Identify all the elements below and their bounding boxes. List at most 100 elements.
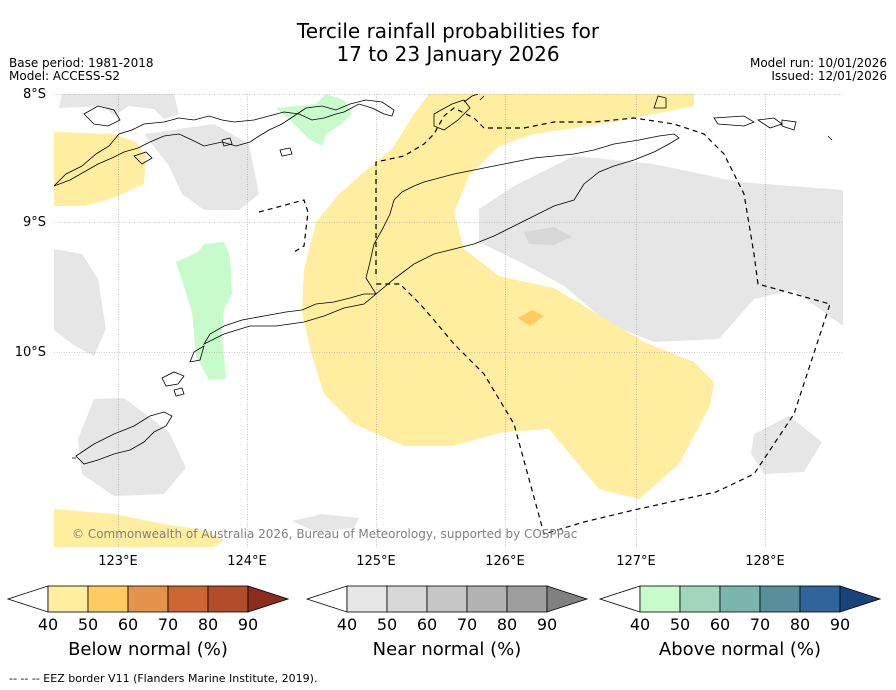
below-normal-60-patch	[518, 310, 544, 326]
legend-tick-label: 60	[416, 615, 438, 634]
legend-swatch	[719, 585, 761, 613]
lat-label-9s: 9°S	[22, 215, 46, 230]
legend-tick-label: 80	[789, 615, 811, 634]
lat-label-10s: 10°S	[14, 345, 46, 360]
legend-swatch	[87, 585, 129, 613]
legend-above-ticks: 40 50 60 70 80 90	[600, 614, 880, 634]
legend-below-normal: 40 50 60 70 80 90	[6, 585, 290, 634]
eez-border-line-2	[375, 107, 831, 535]
page-title: Tercile rainfall probabilities for 17 to…	[0, 20, 896, 66]
eez-footnote: -- -- -- EEZ border V11 (Flanders Marine…	[9, 672, 318, 685]
legend-swatch	[47, 585, 89, 613]
lat-label-8s: 8°S	[22, 87, 46, 102]
coastline-islet-4	[279, 147, 293, 157]
model-run: Model run: 10/01/2026	[749, 56, 887, 70]
legend-below-ticks: 40 50 60 70 80 90	[8, 614, 288, 634]
coastline-rote-semau	[189, 293, 378, 363]
coastline-timor	[365, 133, 680, 295]
legend-above-normal: 40 50 60 70 80 90	[598, 585, 882, 634]
legend-swatch	[167, 585, 209, 613]
coastline-islet-3	[221, 137, 233, 147]
legend-swatch	[759, 585, 801, 613]
legend-swatch	[679, 585, 721, 613]
lon-label-123e: 123°E	[98, 554, 138, 569]
coastline-flores-alor	[54, 99, 395, 187]
legend-extend-low	[305, 585, 348, 613]
legend-swatch	[639, 585, 681, 613]
eez-border-line-1	[258, 199, 309, 253]
meta-right: Model run: 10/01/2026 Issued: 12/01/2026	[750, 57, 887, 83]
near-normal-region-north	[144, 124, 259, 210]
near-normal-region-southwest	[78, 398, 186, 496]
lon-label-126e: 126°E	[485, 554, 525, 569]
lon-label-127e: 127°E	[616, 554, 656, 569]
map-copyright: © Commonwealth of Australia 2026, Bureau…	[72, 527, 577, 541]
coastline-islet-1	[83, 105, 121, 127]
above-normal-region-west	[176, 242, 232, 380]
legend-tick-label: 60	[709, 615, 731, 634]
legend-swatch	[466, 585, 508, 613]
legend-tick-label: 40	[37, 615, 59, 634]
legend-tick-label: 90	[829, 615, 851, 634]
near-normal-regions	[54, 94, 843, 532]
near-normal-region-west	[54, 249, 106, 356]
issued-date: Issued: 12/01/2026	[771, 69, 887, 83]
legend-tick-label: 50	[669, 615, 691, 634]
coastline-wetar	[433, 99, 471, 131]
legend-tick-label: 80	[197, 615, 219, 634]
legend-near-ticks: 40 50 60 70 80 90	[307, 614, 587, 634]
coastline-sumba	[72, 411, 173, 465]
title-line-2: 17 to 23 January 2026	[336, 42, 560, 66]
below-normal-region-southwest	[54, 509, 224, 547]
legend-near-normal: 40 50 60 70 80 90	[305, 585, 589, 634]
coastlines	[54, 94, 833, 465]
near-normal-region-south	[292, 514, 359, 532]
coastline-leti-islands	[713, 115, 833, 141]
near-normal-60-patch	[524, 227, 572, 245]
below-normal-region-main	[302, 94, 714, 499]
legend-above-title: Above normal (%)	[658, 639, 822, 660]
legend-near-colorbar	[305, 585, 589, 613]
near-normal-region-east	[479, 156, 843, 342]
legend-above-colorbar	[598, 585, 882, 613]
legend-tick-label: 80	[496, 615, 518, 634]
legend-swatch	[506, 585, 548, 613]
legend-tick-label: 40	[336, 615, 358, 634]
gridlines	[54, 94, 843, 547]
title-line-1: Tercile rainfall probabilities for	[296, 19, 600, 43]
legend-tick-label: 50	[376, 615, 398, 634]
legend-swatch	[207, 585, 249, 613]
coastline-savu	[161, 371, 185, 397]
legend-tick-label: 90	[536, 615, 558, 634]
legend-extend-low	[598, 585, 641, 613]
coastline-north-islets	[463, 94, 667, 109]
meta-left: Base period: 1981-2018 Model: ACCESS-S2	[9, 57, 154, 83]
legend-below-title: Below normal (%)	[68, 639, 228, 660]
legend-tick-label: 50	[77, 615, 99, 634]
base-period: Base period: 1981-2018	[9, 56, 154, 70]
below-normal-regions	[54, 94, 714, 547]
legend-tick-label: 60	[117, 615, 139, 634]
legend-swatch	[386, 585, 428, 613]
legend-extend-high	[247, 585, 290, 613]
legend-tick-label: 70	[749, 615, 771, 634]
legend-below-colorbar	[6, 585, 290, 613]
eez-border	[258, 107, 831, 535]
legend-swatch	[799, 585, 841, 613]
legend-swatch	[346, 585, 388, 613]
below-normal-region-west	[54, 132, 146, 206]
lon-label-125e: 125°E	[356, 554, 396, 569]
near-normal-region-southeast	[751, 416, 822, 474]
legend-near-title: Near normal (%)	[372, 639, 522, 660]
legend-extend-low	[6, 585, 49, 613]
legend-swatch	[426, 585, 468, 613]
legend-tick-label: 70	[157, 615, 179, 634]
legend-tick-label: 70	[456, 615, 478, 634]
lon-label-128e: 128°E	[745, 554, 785, 569]
near-normal-region-northwest	[59, 94, 179, 119]
lon-label-124e: 124°E	[227, 554, 267, 569]
forecast-map: © Commonwealth of Australia 2026, Bureau…	[54, 94, 843, 547]
legend-extend-high	[839, 585, 882, 613]
coastline-islet-2	[133, 151, 153, 165]
legend-tick-label: 40	[629, 615, 651, 634]
